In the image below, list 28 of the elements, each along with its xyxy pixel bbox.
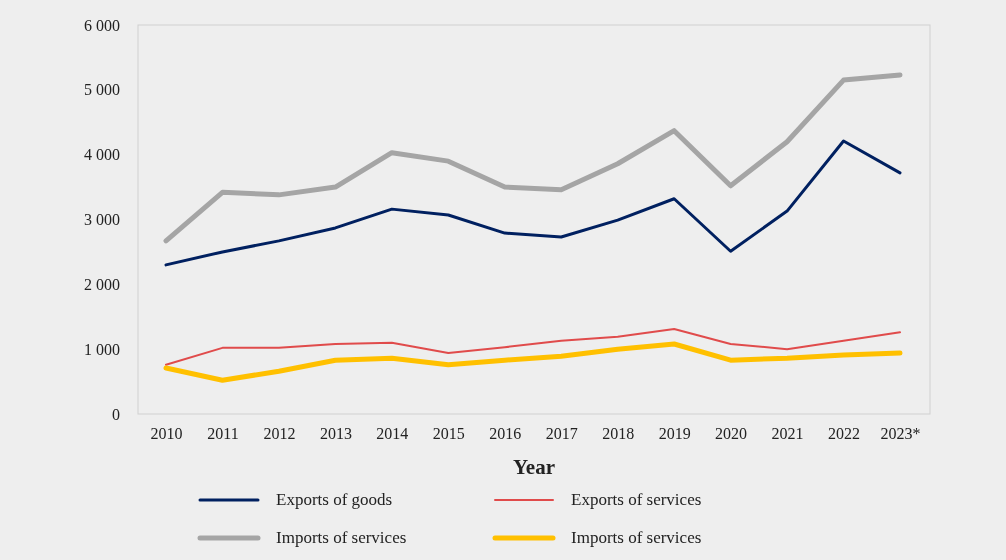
- x-axis-title: Year: [513, 455, 555, 479]
- y-tick-label: 0: [112, 405, 120, 423]
- line-series: [164, 139, 902, 267]
- y-tick-label: 3 000: [84, 211, 120, 229]
- y-tick-label: 2 000: [84, 275, 120, 293]
- x-tick-label: 2016: [489, 425, 522, 443]
- legend-label: Imports of services: [276, 528, 407, 547]
- y-tick-label: 6 000: [84, 16, 120, 34]
- x-tick-label: 2013: [319, 425, 352, 443]
- x-tick-label: 2019: [658, 425, 691, 443]
- x-tick-label: 2012: [263, 425, 296, 443]
- x-tick-label: 2020: [715, 425, 748, 443]
- x-tick-label: 2018: [602, 425, 635, 443]
- legend-label: Imports of services: [571, 528, 702, 547]
- x-tick-label: 2021: [771, 425, 804, 443]
- x-tick-label: 2023*: [880, 425, 921, 443]
- line-series: [165, 328, 901, 366]
- y-tick-label: 1 000: [84, 340, 120, 358]
- x-tick-label: 2017: [545, 425, 578, 443]
- legend-label: Exports of services: [571, 490, 702, 509]
- x-tick-label: 2015: [432, 425, 465, 443]
- x-tick-label: 2014: [376, 425, 409, 443]
- x-tick-label: 2010: [150, 425, 183, 443]
- y-tick-label: 4 000: [84, 146, 120, 164]
- x-tick-label: 2011: [207, 425, 239, 443]
- y-tick-label: 5 000: [84, 81, 120, 99]
- x-tick-label: 2022: [828, 425, 861, 443]
- legend-label: Exports of goods: [276, 490, 393, 509]
